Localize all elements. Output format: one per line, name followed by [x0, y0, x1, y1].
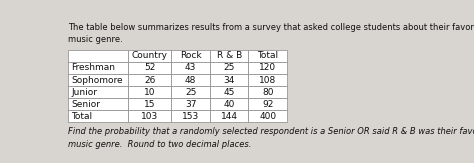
Bar — [210, 98, 248, 110]
Bar — [171, 74, 210, 86]
Bar — [248, 98, 287, 110]
Bar — [128, 86, 171, 98]
Text: R & B: R & B — [217, 51, 242, 60]
Bar — [248, 110, 287, 122]
Bar — [171, 50, 210, 62]
Text: 37: 37 — [185, 100, 196, 109]
Bar — [248, 62, 287, 74]
Text: 43: 43 — [185, 63, 196, 72]
Text: Junior: Junior — [71, 88, 97, 97]
Text: Total: Total — [257, 51, 278, 60]
Text: 45: 45 — [223, 88, 235, 97]
Bar — [128, 74, 171, 86]
Text: 40: 40 — [223, 100, 235, 109]
Text: Sophomore: Sophomore — [71, 75, 123, 84]
Text: 10: 10 — [144, 88, 155, 97]
Bar — [68, 98, 128, 110]
Bar — [128, 50, 171, 62]
Text: Rock: Rock — [180, 51, 201, 60]
Bar — [210, 50, 248, 62]
Bar — [128, 110, 171, 122]
Bar — [68, 50, 128, 62]
Text: 80: 80 — [262, 88, 273, 97]
Text: 108: 108 — [259, 75, 276, 84]
Text: 120: 120 — [259, 63, 276, 72]
Bar — [171, 98, 210, 110]
Text: The table below summarizes results from a survey that asked college students abo: The table below summarizes results from … — [68, 23, 474, 32]
Text: 25: 25 — [223, 63, 235, 72]
Text: Find the probability that a randomly selected respondent is a Senior OR said R &: Find the probability that a randomly sel… — [68, 127, 474, 136]
Bar — [171, 110, 210, 122]
Bar — [68, 62, 128, 74]
Text: 103: 103 — [141, 112, 158, 121]
Bar — [128, 98, 171, 110]
Text: Freshman: Freshman — [71, 63, 115, 72]
Text: 15: 15 — [144, 100, 155, 109]
Text: 92: 92 — [262, 100, 273, 109]
Bar — [210, 110, 248, 122]
Bar — [68, 86, 128, 98]
Bar — [248, 86, 287, 98]
Text: Senior: Senior — [71, 100, 100, 109]
Text: Country: Country — [132, 51, 168, 60]
Text: 52: 52 — [144, 63, 155, 72]
Bar — [68, 110, 128, 122]
Bar — [210, 62, 248, 74]
Text: 48: 48 — [185, 75, 196, 84]
Bar — [171, 86, 210, 98]
Bar — [210, 74, 248, 86]
Bar — [68, 74, 128, 86]
Text: 26: 26 — [144, 75, 155, 84]
Bar — [210, 86, 248, 98]
Text: music genre.  Round to two decimal places.: music genre. Round to two decimal places… — [68, 140, 252, 149]
Bar — [248, 74, 287, 86]
Text: Total: Total — [71, 112, 92, 121]
Bar — [248, 50, 287, 62]
Text: music genre.: music genre. — [68, 35, 123, 44]
Text: 34: 34 — [223, 75, 235, 84]
Text: 400: 400 — [259, 112, 276, 121]
Bar — [128, 62, 171, 74]
Text: 144: 144 — [221, 112, 237, 121]
Text: 25: 25 — [185, 88, 196, 97]
Text: 153: 153 — [182, 112, 199, 121]
Bar — [171, 62, 210, 74]
